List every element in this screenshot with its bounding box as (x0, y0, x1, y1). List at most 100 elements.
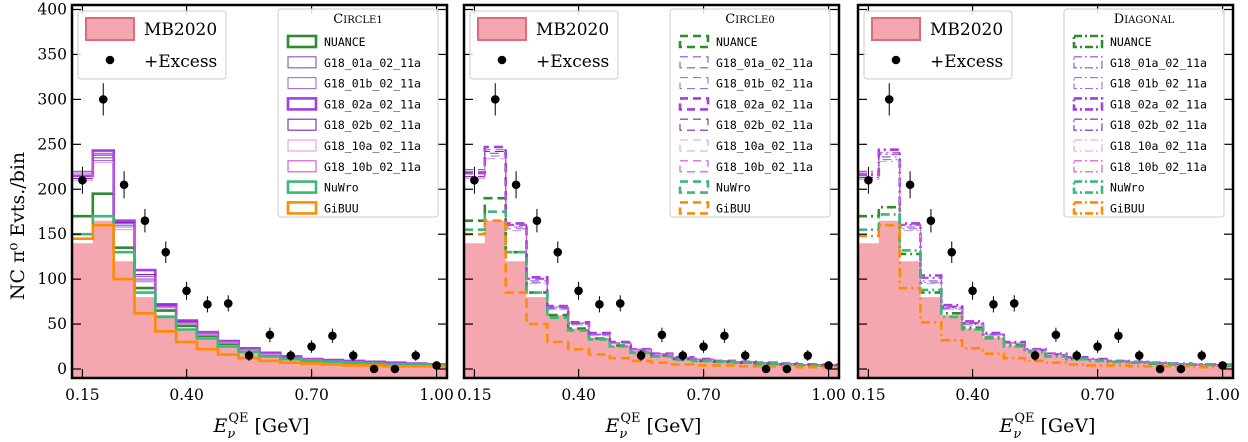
excess-point (636, 351, 646, 360)
legend-data: MB2020 +Excess (469, 10, 619, 80)
legend-label-g18-10a-02-11a: G18_10a_02_11a (716, 139, 813, 153)
legend-label-nuance: NUANCE (324, 35, 366, 49)
legend-data: MB2020 +Excess (863, 10, 1013, 80)
excess-point (884, 95, 894, 104)
excess-point (699, 342, 708, 351)
legend-title-rest: IRCLE1 (343, 15, 382, 26)
x-axis-label-unit: [GeV] (646, 415, 701, 437)
legend-label-g18-10a-02-11a: G18_10a_02_11a (324, 139, 421, 153)
legend-mb2020-swatch (477, 17, 527, 41)
step-line-gibuu (858, 223, 1233, 369)
x-axis-label-sub: ν (1013, 427, 1021, 442)
excess-point (161, 247, 171, 257)
x-axis-label-main: E (213, 415, 228, 437)
legend-mb2020-label: MB2020 (144, 20, 217, 40)
legend-models-frame (1063, 8, 1225, 218)
legend-title-initial: D (1114, 12, 1124, 27)
excess-point (511, 180, 521, 190)
excess-point (782, 364, 792, 374)
legend-title-initial: C (333, 12, 343, 27)
y-tick-label: 300 (37, 90, 67, 108)
mb2020-histogram (72, 220, 447, 378)
x-axis-label: EνQE [GeV] (605, 411, 702, 442)
excess-point (265, 330, 275, 340)
panel-left: 0.15 0.40 0.70 1.00 0 50 100 150 200 250 300 350 400… (37, 0, 453, 442)
excess-point (657, 330, 667, 340)
excess-point (761, 364, 771, 374)
excess-point (1218, 361, 1227, 370)
excess-point (286, 351, 296, 360)
legend-swatch-nuance (1072, 34, 1104, 49)
plot-area (464, 83, 839, 378)
excess-point (140, 216, 150, 226)
excess-point (989, 299, 998, 309)
x-tick-label: 0.40 (955, 386, 990, 404)
plot-frame (462, 3, 841, 380)
y-tick-label: 50 (47, 315, 67, 333)
legend-swatch-nuwro (286, 180, 318, 194)
y-axis-label: NC π⁰ Evts./bin (7, 152, 29, 300)
legend-swatch-g18-10a-02-11a (1073, 139, 1103, 152)
legend-swatch-g18-01b-02-11a (287, 77, 317, 90)
legend-swatch-nuance (286, 34, 318, 49)
x-axis-label-sub: ν (227, 427, 235, 442)
excess-point (720, 331, 729, 341)
x-tick-label: 0.70 (686, 386, 721, 404)
excess-point (369, 364, 379, 374)
legend-models-frame (277, 8, 439, 218)
excess-point (490, 95, 500, 104)
legend-label-g18-10b-02-11a: G18_10b_02_11a (1110, 160, 1207, 174)
legend-models-title: DIAGONAL (1114, 12, 1175, 27)
x-tick-label: 0.40 (169, 386, 204, 404)
excess-point (223, 299, 233, 308)
legend-label-gibuu: GiBUU (1110, 201, 1145, 215)
legend-excess-marker (105, 55, 115, 65)
legend-label-g18-01a-02-11a: G18_01a_02_11a (324, 56, 421, 70)
x-tick-label: 1.00 (1205, 386, 1240, 404)
mb2020-histogram (464, 220, 839, 378)
excess-point (926, 216, 936, 226)
step-line-g18-10b-02-11a (858, 151, 1233, 366)
x-axis-label-sup: QE (1014, 411, 1034, 426)
y-tick-label: 0 (57, 360, 67, 378)
excess-point (1134, 351, 1144, 360)
legend-label-g18-02a-02-11a: G18_02a_02_11a (716, 97, 813, 111)
excess-point (1072, 351, 1082, 360)
legend-excess-label: +Excess (144, 52, 217, 72)
legend-swatch-g18-02b-02-11a (287, 118, 317, 131)
legend-label-g18-02b-02-11a: G18_02b_02_11a (324, 118, 421, 132)
legend-models: DIAGONAL NUANCE G18_01a_02_11a G18_01b_02_1… (1063, 8, 1225, 218)
excess-point (615, 299, 625, 308)
legend-swatch-g18-10b-02-11a (287, 160, 317, 173)
legend-data: MB2020 +Excess (77, 10, 227, 80)
step-line-nuwro (464, 210, 839, 367)
legend-swatch-g18-10b-02-11a (1073, 160, 1103, 173)
legend-label-g18-10a-02-11a: G18_10a_02_11a (1110, 139, 1207, 153)
plot-area (858, 83, 1233, 378)
x-axis-label-unit: [GeV] (254, 415, 309, 437)
x-axis-label-sup: QE (620, 411, 640, 426)
legend-label-nuwro: NuWro (716, 181, 751, 195)
legend-label-g18-10b-02-11a: G18_10b_02_11a (324, 160, 421, 174)
legend-label-g18-02b-02-11a: G18_02b_02_11a (716, 118, 813, 132)
excess-point (1197, 351, 1207, 360)
legend-label-nuwro: NuWro (1110, 181, 1145, 195)
excess-point (411, 351, 421, 360)
legend-swatch-g18-01b-02-11a (1073, 77, 1103, 90)
y-tick-label: 200 (37, 180, 67, 198)
legend-swatch-g18-02a-02-11a (678, 97, 710, 111)
excess-point (470, 175, 479, 185)
legend-swatch-g18-01a-02-11a (287, 56, 317, 69)
legend-swatch-g18-01a-02-11a (679, 56, 709, 69)
legend-swatch-gibuu (286, 201, 318, 215)
excess-point (553, 247, 563, 257)
x-tick-label: 0.40 (561, 386, 596, 404)
legend-title-rest: IAGONAL (1124, 15, 1174, 26)
legend-swatch-g18-02b-02-11a (679, 118, 709, 131)
legend-label-g18-01b-02-11a: G18_01b_02_11a (1110, 77, 1207, 91)
legend-mb2020-label: MB2020 (930, 20, 1003, 40)
excess-point (864, 175, 873, 185)
legend-swatch-g18-01a-02-11a (1073, 56, 1103, 69)
excess-point (947, 247, 957, 257)
excess-point (824, 361, 833, 370)
